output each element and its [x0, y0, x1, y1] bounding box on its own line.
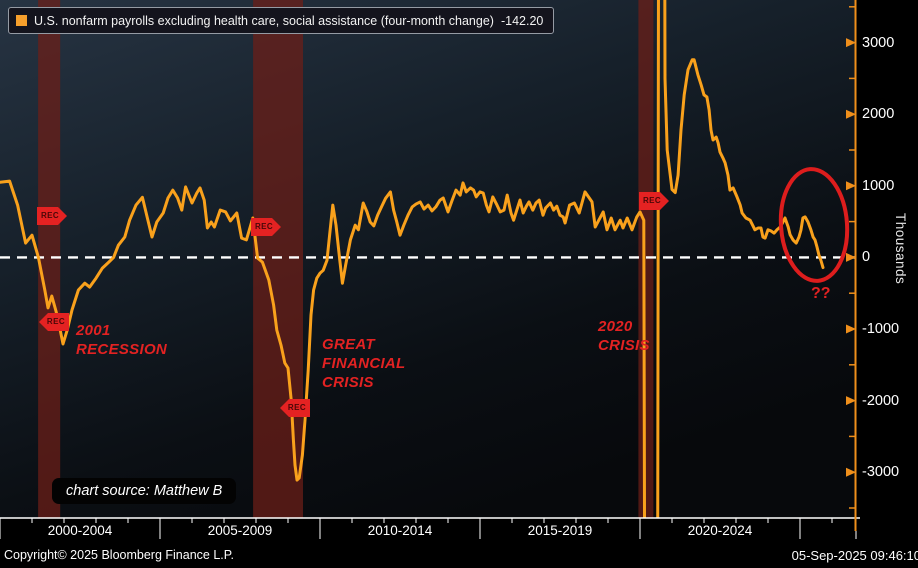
y-axis-tick-arrow: [846, 181, 856, 191]
rec-marker-icon: REC: [37, 207, 67, 225]
annotation-gfc: GREAT FINANCIAL CRISIS: [322, 336, 406, 391]
highlight-ellipse: [778, 167, 850, 283]
y-axis-title: Thousands: [893, 213, 908, 285]
y-axis-tick-arrow: [846, 467, 856, 477]
legend[interactable]: U.S. nonfarm payrolls excluding health c…: [8, 7, 555, 34]
legend-value: -142.20: [500, 13, 544, 28]
y-tick-label: 0: [862, 249, 871, 266]
recession-band: [38, 0, 61, 518]
rec-marker-icon: REC: [639, 192, 669, 210]
x-section-label: 2010-2014: [367, 523, 433, 538]
recession-band: [253, 0, 303, 518]
rec-marker-icon: REC: [280, 399, 310, 417]
legend-label: U.S. nonfarm payrolls excluding health c…: [34, 13, 494, 28]
y-tick-label: -3000: [862, 464, 900, 481]
y-tick-label: 2000: [862, 106, 895, 123]
y-axis-tick-arrow: [846, 324, 856, 334]
recession-band: [638, 0, 654, 518]
legend-swatch-icon: [16, 15, 27, 26]
y-tick-label: -2000: [862, 392, 900, 409]
rec-marker-icon: REC: [39, 313, 69, 331]
chart-source-note: chart source: Matthew B: [52, 478, 237, 504]
y-axis-tick-arrow: [846, 38, 856, 48]
y-axis-tick-arrow: [846, 396, 856, 406]
annotation-question-marks: ??: [811, 285, 831, 302]
y-axis-tick-arrow: [846, 252, 856, 262]
x-section-label: 2015-2019: [527, 523, 593, 538]
payrolls-line-series: [0, 0, 825, 518]
y-tick-label: 1000: [862, 177, 895, 194]
rec-marker-icon: REC: [251, 218, 281, 236]
x-section-label: 2005-2009: [207, 523, 273, 538]
y-tick-label: 3000: [862, 34, 895, 51]
plot-background: [0, 0, 856, 518]
x-section-label: 2000-2004: [47, 523, 113, 538]
y-axis-tick-arrow: [846, 109, 856, 119]
annotation-2020-crisis: 2020 CRISIS: [598, 318, 650, 354]
y-tick-label: -1000: [862, 321, 900, 337]
annotation-2001-recession: 2001 RECESSION: [76, 322, 168, 358]
timestamp-text: 05-Sep-2025 09:46:10: [791, 548, 918, 563]
copyright-text: Copyright© 2025 Bloomberg Finance L.P.: [4, 548, 234, 562]
x-section-label: 2020-2024: [687, 523, 753, 538]
